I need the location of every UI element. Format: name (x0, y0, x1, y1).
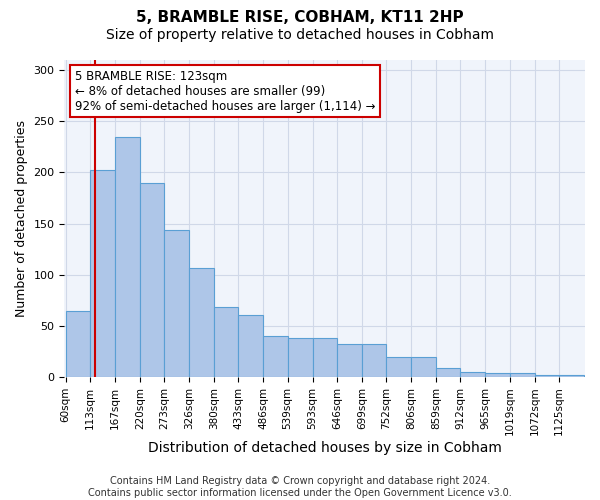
Bar (263, 336, 287, 377)
Bar (164, 230, 189, 377)
Bar (460, 372, 485, 377)
Text: Size of property relative to detached houses in Cobham: Size of property relative to detached ho… (106, 28, 494, 42)
Bar (386, 356, 412, 377)
Text: 5 BRAMBLE RISE: 123sqm
← 8% of detached houses are smaller (99)
92% of semi-deta: 5 BRAMBLE RISE: 123sqm ← 8% of detached … (75, 70, 376, 112)
Bar (510, 373, 535, 377)
Bar (337, 344, 362, 377)
Bar (485, 373, 510, 377)
Bar (140, 182, 164, 377)
Text: Contains HM Land Registry data © Crown copyright and database right 2024.
Contai: Contains HM Land Registry data © Crown c… (88, 476, 512, 498)
Bar (189, 268, 214, 377)
Bar (115, 136, 140, 377)
Bar (436, 368, 460, 377)
Bar (559, 375, 584, 377)
Bar (238, 314, 263, 377)
Bar (412, 356, 436, 377)
Bar (65, 310, 90, 377)
Text: 5, BRAMBLE RISE, COBHAM, KT11 2HP: 5, BRAMBLE RISE, COBHAM, KT11 2HP (136, 10, 464, 25)
Bar (287, 338, 313, 377)
Bar (535, 375, 559, 377)
X-axis label: Distribution of detached houses by size in Cobham: Distribution of detached houses by size … (148, 441, 502, 455)
Bar (313, 338, 337, 377)
Bar (90, 170, 115, 377)
Bar (214, 308, 238, 377)
Y-axis label: Number of detached properties: Number of detached properties (15, 120, 28, 317)
Bar (362, 344, 386, 377)
